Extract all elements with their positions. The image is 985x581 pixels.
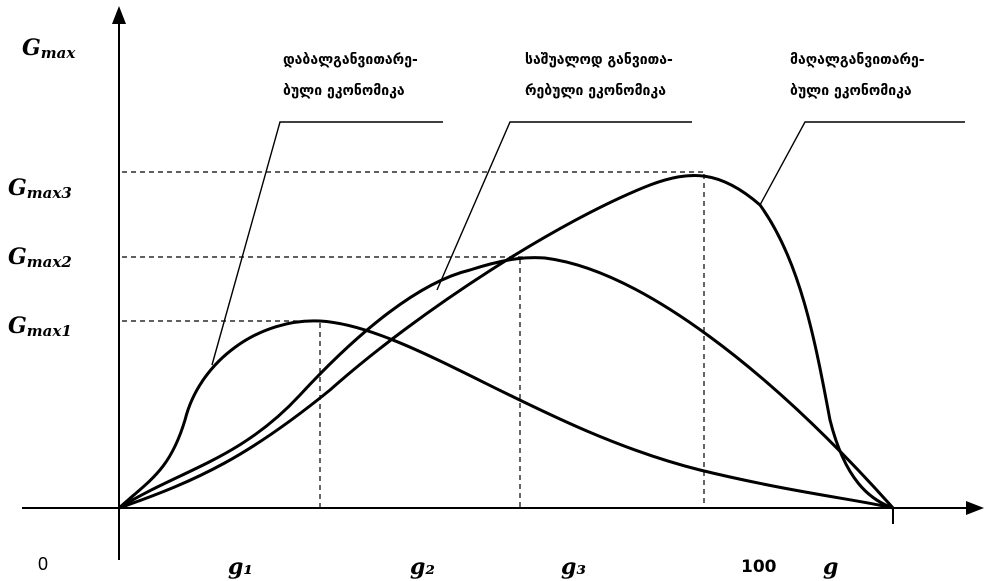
x-axis-label-g: g xyxy=(823,554,838,580)
label-gmax1: Gmax1 xyxy=(8,313,72,340)
annotation-middle-line1: საშუალოდ განვითა- xyxy=(525,52,673,68)
annotation-low-line1: დაბალგანვითარე- xyxy=(283,52,418,68)
leader-low-developed xyxy=(211,121,443,366)
x-origin-label: 0 xyxy=(38,554,48,574)
x-axis-arrow xyxy=(966,501,984,515)
leader-middle-developed xyxy=(436,121,692,291)
x-label-100: 100 xyxy=(741,557,777,577)
curve-middle-developed xyxy=(117,256,895,510)
leader-high-developed xyxy=(759,121,965,206)
annotation-low-line2: ბული ეკონომიკა xyxy=(283,83,405,99)
label-gmax3: Gmax3 xyxy=(8,175,72,202)
x-label-g2: g₂ xyxy=(410,554,435,580)
x-label-g3: g₃ xyxy=(561,554,586,580)
annotation-high-line2: ბული ეკონომიკა xyxy=(790,83,912,99)
x-label-g1: g₁ xyxy=(228,554,253,580)
annotation-high-line1: მაღალგანვითარე- xyxy=(790,52,925,68)
curve-high-developed xyxy=(117,174,895,510)
label-gmax2: Gmax2 xyxy=(8,244,72,271)
y-axis-label: Gmax xyxy=(22,35,76,62)
annotation-middle-line2: რებული ეკონომიკა xyxy=(525,83,666,99)
y-axis-arrow xyxy=(112,6,126,24)
curve-low-developed xyxy=(117,319,895,510)
